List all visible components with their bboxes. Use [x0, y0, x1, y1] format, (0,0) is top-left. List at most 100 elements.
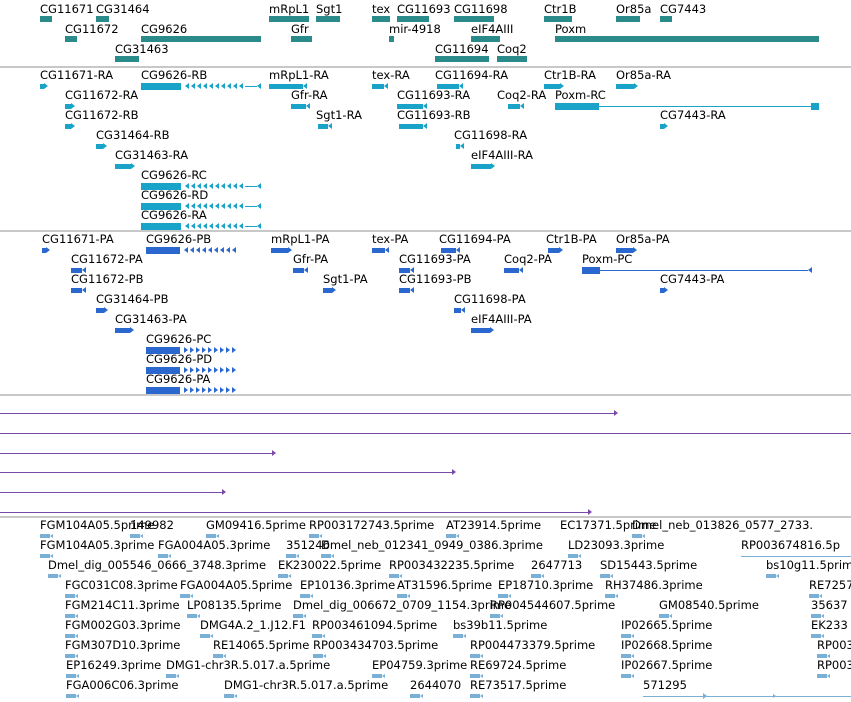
transcript-cg11671-pa[interactable]: [42, 248, 46, 253]
transcript-cg11693-ra[interactable]: [397, 104, 423, 109]
gene-poxm[interactable]: [555, 36, 819, 42]
transcript-cg31463-pa[interactable]: [115, 328, 130, 333]
est-feature[interactable]: [811, 634, 821, 638]
transcript-eif4aiii-ra[interactable]: [471, 164, 491, 169]
transcript-gfr-ra[interactable]: [291, 104, 306, 109]
est-feature[interactable]: [66, 674, 76, 678]
transcript-cg9626-rd[interactable]: [141, 203, 181, 210]
transcript-cg11694-pa[interactable]: [441, 248, 456, 253]
est-feature[interactable]: [312, 634, 322, 638]
gene-ctr1b[interactable]: [544, 16, 572, 22]
est-feature[interactable]: [40, 534, 50, 538]
transcript-cg31464-pb[interactable]: [96, 308, 104, 313]
est-feature[interactable]: [321, 554, 331, 558]
track-separator[interactable]: [0, 394, 851, 396]
transcript-cg9626-rc[interactable]: [141, 183, 181, 190]
est-feature[interactable]: [766, 574, 776, 578]
transcript-eif4aiii-pa[interactable]: [471, 328, 490, 333]
est-feature[interactable]: [372, 674, 382, 678]
est-feature[interactable]: [470, 694, 480, 698]
gene-mrpl1[interactable]: [269, 16, 309, 22]
est-feature[interactable]: [180, 594, 190, 598]
transcript-mrpl1-pa[interactable]: [271, 248, 288, 253]
est-feature[interactable]: [278, 574, 288, 578]
transcript-poxm-pc[interactable]: [582, 267, 600, 274]
gene-cg31464[interactable]: [96, 16, 109, 22]
est-feature[interactable]: [200, 634, 210, 638]
est-feature[interactable]: [65, 634, 75, 638]
transcript-cg9626-pc[interactable]: [146, 347, 180, 354]
est-feature[interactable]: [397, 594, 407, 598]
track-separator[interactable]: [0, 516, 851, 518]
transcript-cg11693-pb[interactable]: [399, 288, 410, 293]
gene-or85a[interactable]: [616, 16, 640, 22]
transcript-sgt1-ra[interactable]: [318, 124, 328, 129]
est-feature[interactable]: [498, 594, 508, 598]
transcript-or85a-ra[interactable]: [616, 84, 634, 89]
transcript-cg31463-ra[interactable]: [115, 164, 131, 169]
est-feature[interactable]: [206, 534, 216, 538]
gene-cg11671[interactable]: [40, 16, 52, 22]
est-feature[interactable]: [605, 594, 615, 598]
est-feature[interactable]: [600, 574, 610, 578]
transcript-sgt1-pa[interactable]: [323, 288, 332, 293]
est-feature[interactable]: [621, 634, 631, 638]
est-feature[interactable]: [187, 614, 197, 618]
est-feature[interactable]: [632, 534, 642, 538]
transcript-cg9626-pd[interactable]: [146, 367, 180, 374]
est-feature[interactable]: [453, 634, 463, 638]
est-feature[interactable]: [300, 594, 310, 598]
est-feature[interactable]: [309, 534, 319, 538]
est-feature[interactable]: [410, 694, 420, 698]
track-separator[interactable]: [0, 66, 851, 68]
gene-sgt1[interactable]: [316, 16, 340, 22]
gene-cg31463[interactable]: [115, 56, 139, 62]
transcript-cg11693-rb[interactable]: [399, 124, 423, 129]
est-feature[interactable]: [531, 574, 541, 578]
transcript-ctr1b-ra[interactable]: [544, 84, 560, 89]
transcript-cg11694-ra[interactable]: [437, 84, 459, 89]
transcript-cg11672-rb[interactable]: [65, 124, 71, 129]
gene-cg9626[interactable]: [141, 36, 261, 42]
transcript-cg31464-rb[interactable]: [96, 144, 103, 149]
transcript-cg7443-ra[interactable]: [660, 124, 664, 129]
est-feature[interactable]: [809, 594, 819, 598]
transcript-cg9626-pb[interactable]: [146, 247, 180, 254]
est-feature[interactable]: [65, 654, 75, 658]
transcript-cg11672-pb[interactable]: [71, 288, 82, 293]
est-feature[interactable]: [158, 554, 168, 558]
transcript-coq2-pa[interactable]: [504, 268, 519, 273]
est-feature[interactable]: [286, 554, 296, 558]
track-separator[interactable]: [0, 230, 851, 232]
est-feature[interactable]: [213, 654, 223, 658]
est-feature[interactable]: [65, 594, 75, 598]
gene-cg7443[interactable]: [660, 16, 672, 22]
est-feature[interactable]: [166, 674, 176, 678]
gene-cg11694[interactable]: [435, 56, 489, 62]
est-feature[interactable]: [811, 614, 821, 618]
est-feature[interactable]: [389, 574, 399, 578]
transcript-cg11672-ra[interactable]: [65, 104, 71, 109]
transcript-cg7443-pa[interactable]: [660, 288, 664, 293]
est-feature[interactable]: [130, 534, 140, 538]
est-feature[interactable]: [313, 654, 323, 658]
transcript-cg11698-ra[interactable]: [456, 144, 460, 149]
gene-cg11672[interactable]: [65, 36, 77, 42]
est-feature[interactable]: [659, 614, 669, 618]
transcript-cg11693-pa[interactable]: [399, 268, 410, 273]
est-feature[interactable]: [40, 554, 50, 558]
gene-cg11693[interactable]: [397, 16, 429, 22]
transcript-mrpl1-ra[interactable]: [269, 84, 303, 89]
est-feature[interactable]: [66, 694, 76, 698]
est-feature[interactable]: [470, 674, 480, 678]
transcript-gfr-pa[interactable]: [293, 268, 304, 273]
gene-mir-4918[interactable]: [389, 36, 394, 42]
est-feature[interactable]: [293, 614, 303, 618]
gene-cg11698[interactable]: [454, 16, 494, 22]
est-feature[interactable]: [568, 554, 578, 558]
transcript-poxm-rc[interactable]: [555, 103, 599, 110]
est-feature[interactable]: [48, 574, 58, 578]
est-feature[interactable]: [470, 654, 480, 658]
transcript-ctr1b-pa[interactable]: [548, 248, 559, 253]
gene-tex[interactable]: [372, 16, 390, 22]
